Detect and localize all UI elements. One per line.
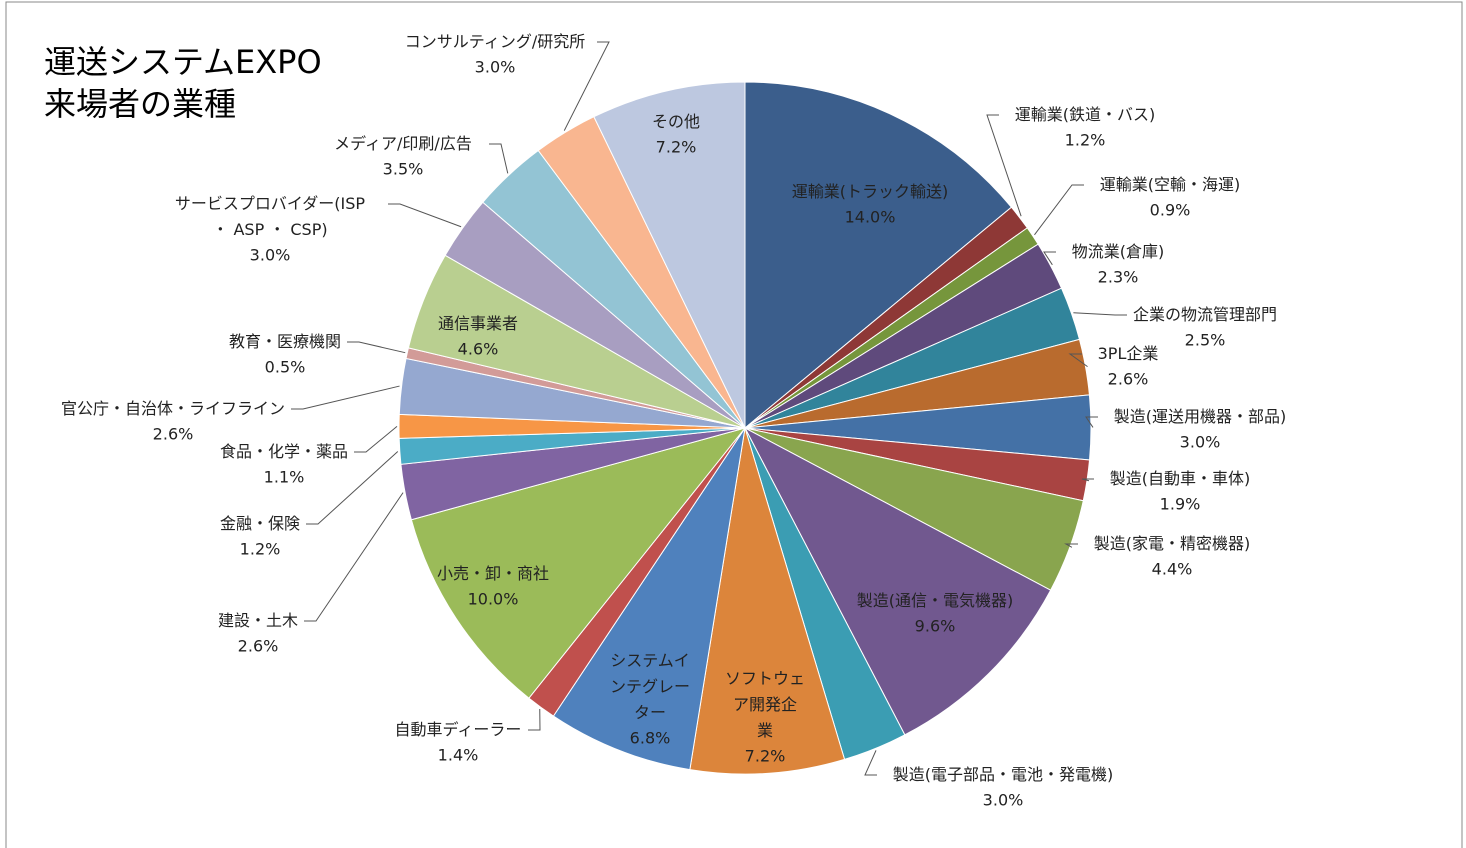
- value-label: 9.6%: [915, 617, 956, 636]
- slice-label: サービスプロバイダー(ISP ・ ASP ・ CSP): [175, 194, 365, 239]
- slice-label: 製造(自動車・車体): [1110, 469, 1251, 488]
- leader-line: [388, 203, 462, 228]
- value-label: 3.0%: [983, 791, 1024, 810]
- value-label: 1.1%: [264, 468, 305, 487]
- value-label: 4.6%: [458, 340, 499, 359]
- value-label: 10.0%: [468, 590, 519, 609]
- slice-label: 製造(家電・精密機器): [1094, 534, 1251, 553]
- slice-label: コンサルティング/研究所: [405, 32, 585, 51]
- leader-line: [1085, 416, 1098, 428]
- pie-slice: [410, 427, 747, 699]
- leader-line: [864, 750, 877, 776]
- slice-label: 物流業(倉庫): [1072, 242, 1165, 261]
- slice-label: システムインテグレーター: [610, 651, 690, 722]
- value-label: 3.5%: [383, 160, 424, 179]
- leader-line: [1081, 478, 1094, 482]
- leader-line: [306, 451, 399, 525]
- slice-label: ソフトウェア開発企業: [725, 669, 805, 740]
- slice-label: 運輸業(鉄道・バス): [1015, 105, 1156, 124]
- value-label: 0.5%: [265, 358, 306, 377]
- leader-line: [304, 492, 404, 622]
- value-label: 3.0%: [1180, 433, 1221, 452]
- leader-line: [1034, 184, 1084, 236]
- pie-slice: [593, 81, 746, 429]
- slice-label: 製造(電子部品・電池・発電機): [893, 765, 1114, 784]
- leader-line: [986, 114, 1022, 217]
- value-label: 2.6%: [1108, 370, 1149, 389]
- value-label: 14.0%: [845, 208, 896, 227]
- slice-label: 製造(運送用機器・部品): [1114, 407, 1287, 426]
- slice-label: 運輸業(空輸・海運): [1100, 175, 1241, 194]
- value-label: 2.5%: [1185, 331, 1226, 350]
- leader-line: [563, 41, 610, 131]
- value-label: 1.2%: [240, 540, 281, 559]
- leader-line: [347, 341, 406, 354]
- slice-label: 金融・保険: [220, 514, 300, 533]
- slice-label: 自動車ディーラー: [395, 720, 522, 739]
- slice-label: 建設・土木: [218, 611, 298, 630]
- leader-line: [1068, 353, 1088, 368]
- slice-label: 小売・卸・商社: [437, 564, 549, 583]
- pie-slice: [744, 81, 1013, 430]
- slice-label: 3PL企業: [1098, 344, 1159, 363]
- value-label: 1.4%: [438, 746, 479, 765]
- slice-label: 通信事業者: [438, 314, 518, 333]
- value-label: 7.2%: [656, 138, 697, 157]
- leader-line: [354, 425, 398, 453]
- leader-line: [489, 143, 509, 174]
- value-label: 1.9%: [1160, 495, 1201, 514]
- slice-label: 食品・化学・薬品: [220, 442, 348, 461]
- leader-line: [291, 385, 400, 410]
- pie-slice: [552, 427, 746, 771]
- value-label: 2.3%: [1098, 268, 1139, 287]
- slice-label: 教育・医療機関: [229, 332, 341, 351]
- slice-label: 運輸業(トラック輸送): [792, 182, 949, 201]
- value-label: 4.4%: [1152, 560, 1193, 579]
- value-label: 0.9%: [1150, 201, 1191, 220]
- slice-label: 官公庁・自治体・ライフライン: [61, 399, 285, 418]
- pie-slice: [689, 427, 846, 775]
- pie-slice: [743, 426, 1052, 736]
- chart-title: 運送システムEXPO 来場者の業種: [44, 43, 322, 123]
- slice-label: 企業の物流管理部門: [1133, 305, 1277, 324]
- value-label: 2.6%: [238, 637, 279, 656]
- slice-label: その他: [652, 112, 700, 131]
- value-label: 7.2%: [745, 747, 786, 766]
- slice-label: 製造(通信・電気機器): [857, 591, 1014, 610]
- leader-line: [1064, 543, 1078, 548]
- value-label: 3.0%: [475, 58, 516, 77]
- leader-line: [528, 709, 541, 731]
- leader-line: [1073, 312, 1127, 316]
- slice-label: メディア/印刷/広告: [334, 134, 472, 153]
- value-label: 2.6%: [153, 425, 194, 444]
- value-label: 1.2%: [1065, 131, 1106, 150]
- value-label: 3.0%: [250, 246, 291, 265]
- leader-line: [1043, 251, 1056, 266]
- value-label: 6.8%: [630, 729, 671, 748]
